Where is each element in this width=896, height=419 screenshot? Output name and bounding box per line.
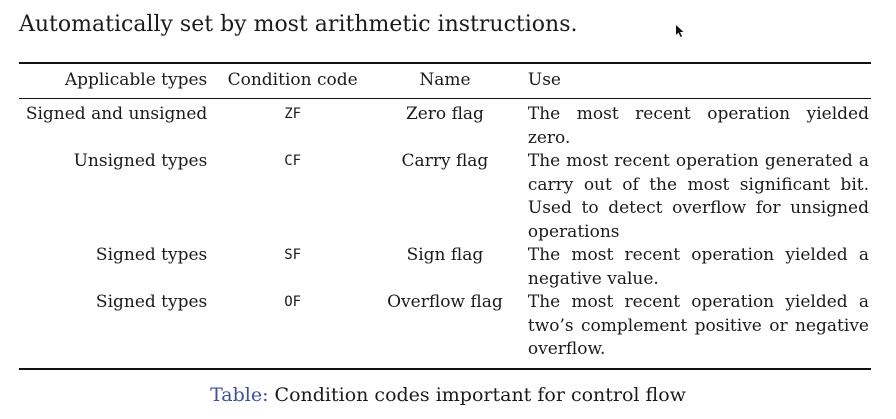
table-row: Signed types SF Sign flag The most recen…: [19, 244, 871, 291]
cell-types: Signed types: [95, 245, 208, 265]
cell-types: Unsigned types: [73, 151, 208, 171]
cell-types: Signed types: [95, 292, 208, 312]
table-caption: Table: Condition codes important for con…: [0, 382, 896, 408]
intro-text: Automatically set by most arithmetic ins…: [19, 12, 578, 37]
cell-code: OF: [284, 294, 302, 310]
table-header-row: Applicable types Condition code Name Use: [19, 64, 871, 98]
cell-code: CF: [284, 153, 302, 169]
cell-use: The most recent operation yielded a nega…: [527, 245, 869, 289]
cell-name: Zero flag: [405, 104, 484, 124]
table-top-rule: [19, 62, 871, 64]
table-row: Signed types OF Overflow flag The most r…: [19, 291, 871, 362]
table-header-rule: [19, 98, 871, 99]
cell-name: Carry flag: [401, 151, 489, 171]
cell-code: SF: [284, 247, 302, 263]
cell-code: ZF: [284, 106, 302, 122]
cell-use: The most recent operation yielded zero.: [527, 104, 869, 148]
caption-label: Table:: [210, 384, 269, 406]
cell-use: The most recent operation generated a ca…: [527, 151, 869, 242]
header-condition-code: Condition code: [227, 70, 358, 91]
header-use: Use: [527, 70, 561, 91]
cell-use: The most recent operation yielded a two’…: [527, 292, 869, 359]
cell-name: Sign flag: [406, 245, 484, 265]
table-row: Unsigned types CF Carry flag The most re…: [19, 150, 871, 244]
cell-name: Overflow flag: [387, 292, 503, 312]
header-name: Name: [419, 70, 471, 91]
cell-types: Signed and unsigned: [25, 104, 208, 124]
caption-text: Condition codes important for control fl…: [274, 384, 686, 406]
table-bottom-rule: [19, 368, 871, 370]
header-applicable-types: Applicable types: [64, 70, 208, 91]
mouse-pointer-icon: [676, 25, 684, 37]
condition-codes-table: Applicable types Condition code Name Use…: [19, 64, 871, 362]
table-row: Signed and unsigned ZF Zero flag The mos…: [19, 98, 871, 150]
